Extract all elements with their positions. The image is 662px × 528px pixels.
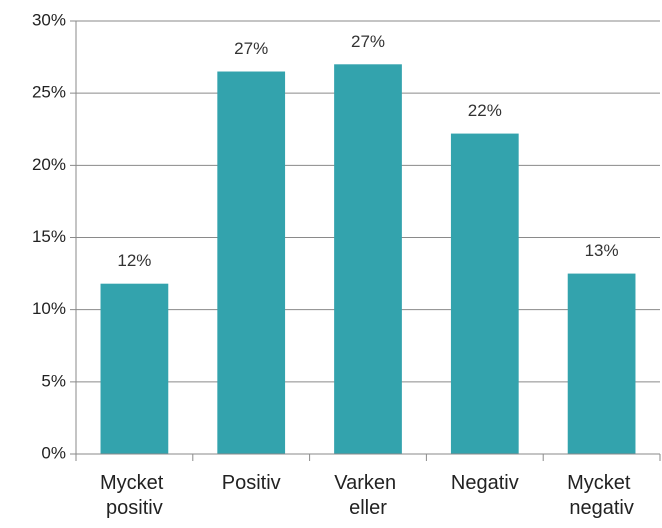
data-label: 12% xyxy=(117,251,151,270)
bar xyxy=(100,283,169,454)
bar xyxy=(217,71,286,455)
bar xyxy=(334,64,402,455)
data-label: 27% xyxy=(234,39,268,58)
x-tick-label: Positiv xyxy=(222,472,281,494)
y-tick-label: 15% xyxy=(32,227,66,246)
data-label: 27% xyxy=(351,32,385,51)
x-tick-label: Negativ xyxy=(451,472,519,494)
x-tick-label: Mycket positiv xyxy=(100,472,169,519)
bar xyxy=(450,133,519,454)
data-label: 22% xyxy=(468,101,502,120)
y-tick-label: 5% xyxy=(41,371,66,390)
y-tick-label: 10% xyxy=(32,299,66,318)
y-tick-label: 25% xyxy=(32,83,66,102)
y-tick-label: 20% xyxy=(32,155,66,174)
y-tick-label: 30% xyxy=(32,10,66,29)
x-tick-label: Mycket negativ xyxy=(567,472,636,519)
bar xyxy=(567,273,636,454)
x-tick-label: Varken eller xyxy=(334,472,401,519)
data-label: 13% xyxy=(585,241,619,260)
y-tick-label: 0% xyxy=(41,443,66,462)
